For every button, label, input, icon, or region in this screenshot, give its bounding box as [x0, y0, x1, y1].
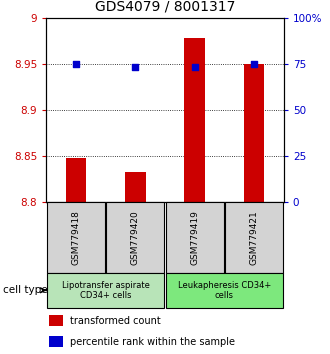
- Point: [192, 64, 197, 70]
- Bar: [225, 202, 283, 273]
- Bar: [106, 202, 164, 273]
- Bar: [184, 38, 205, 202]
- Bar: [244, 64, 265, 202]
- Bar: [125, 172, 146, 202]
- Bar: [166, 273, 283, 308]
- Text: transformed count: transformed count: [70, 316, 161, 326]
- Bar: [47, 202, 105, 273]
- Bar: [49, 336, 63, 347]
- Point: [73, 61, 79, 67]
- Bar: [166, 202, 224, 273]
- Bar: [49, 315, 63, 326]
- Bar: [66, 158, 86, 202]
- Text: GSM779418: GSM779418: [71, 210, 81, 265]
- Text: GSM779421: GSM779421: [249, 210, 259, 264]
- Text: GSM779420: GSM779420: [131, 210, 140, 264]
- Point: [251, 61, 257, 67]
- Point: [133, 64, 138, 70]
- Bar: [47, 273, 164, 308]
- Text: GSM779419: GSM779419: [190, 210, 199, 265]
- Text: Lipotransfer aspirate
CD34+ cells: Lipotransfer aspirate CD34+ cells: [62, 281, 149, 300]
- Text: percentile rank within the sample: percentile rank within the sample: [70, 337, 235, 347]
- Text: cell type: cell type: [3, 285, 48, 295]
- Title: GDS4079 / 8001317: GDS4079 / 8001317: [95, 0, 235, 14]
- Text: Leukapheresis CD34+
cells: Leukapheresis CD34+ cells: [178, 281, 271, 300]
